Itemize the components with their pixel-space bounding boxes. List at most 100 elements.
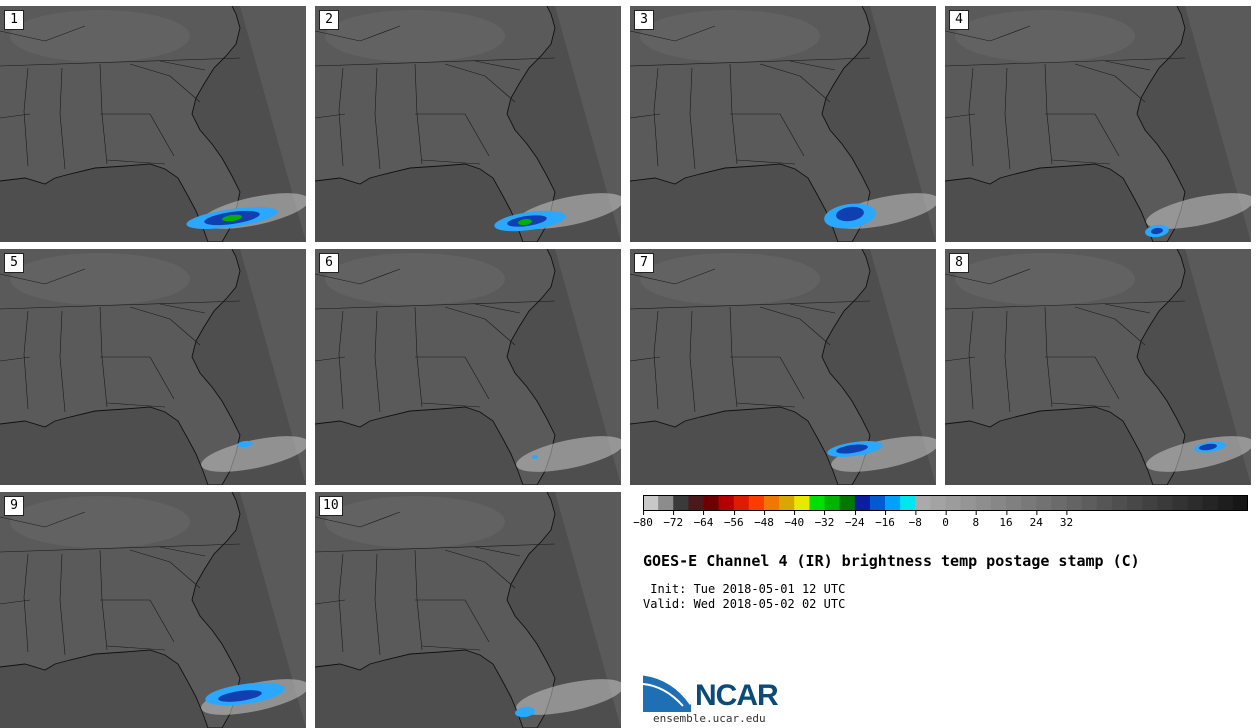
state-border [759, 306, 831, 346]
state-border [653, 310, 659, 410]
colorbar [643, 495, 1248, 511]
state-border [630, 25, 716, 42]
colorbar-swatch [839, 495, 856, 511]
state-border [630, 113, 661, 119]
state-border [374, 553, 381, 656]
state-border [945, 268, 1031, 285]
terrain-shade [10, 496, 190, 548]
satellite-map [315, 249, 621, 485]
state-border [23, 553, 29, 653]
state-border [59, 67, 66, 170]
satellite-map [945, 6, 1251, 242]
state-border [1004, 310, 1011, 413]
colorbar-tick-label: −24 [844, 511, 865, 529]
state-border [149, 113, 175, 157]
colorbar-tick-labels: −80 −72 −64 −56 −48 −40 −32 −24 −16 −8 0 8 16 24 32 [633, 511, 1253, 532]
state-border [338, 310, 344, 410]
colorbar-tick-label: 16 [999, 511, 1013, 529]
state-border [0, 599, 31, 605]
colorbar-swatch [794, 495, 810, 511]
panel-number: 1 [4, 10, 24, 30]
state-border [444, 549, 516, 589]
state-border [315, 543, 556, 553]
map-panel-4: 4 [945, 6, 1251, 242]
map-panel-7: 7 [630, 249, 936, 485]
state-border [945, 356, 976, 362]
map-panel-8: 8 [945, 249, 1251, 485]
state-border [945, 57, 1186, 67]
state-border [0, 511, 86, 528]
terrain-shade [325, 253, 505, 305]
panel-number: 10 [319, 496, 343, 516]
colorbar-swatch [975, 495, 992, 511]
ocean [315, 6, 621, 242]
colorbar-swatch [673, 495, 689, 511]
state-border [315, 599, 346, 605]
state-border [59, 310, 66, 413]
colorbar-swatch [688, 495, 705, 511]
state-border [315, 300, 556, 310]
colorbar-tick-label: −8 [908, 511, 922, 529]
colorbar-border [643, 495, 1248, 511]
state-border [315, 511, 401, 528]
terrain-shade [325, 10, 505, 62]
colorbar-swatch [658, 495, 674, 511]
terrain-shade [10, 10, 190, 62]
terrain-shade [325, 496, 505, 548]
colorbar-tick-label: 8 [972, 511, 980, 529]
cold-cloud-top [237, 440, 253, 448]
cloud-shield [831, 436, 936, 472]
state-border [789, 60, 836, 71]
state-border [159, 303, 206, 314]
state-border [945, 300, 1186, 310]
state-border [23, 310, 29, 410]
logo-text: NCAR [695, 679, 779, 712]
state-border [106, 159, 166, 165]
state-border [129, 549, 201, 589]
state-border [474, 303, 521, 314]
state-border [59, 553, 66, 656]
terrain-shade [955, 253, 1135, 305]
state-border [1094, 356, 1120, 400]
terrain-shade [640, 253, 820, 305]
init-time: Init: Tue 2018-05-01 12 UTC [643, 582, 846, 596]
valid-time: Valid: Wed 2018-05-02 02 UTC [643, 597, 846, 611]
map-panel-6: 6 [315, 249, 621, 485]
ncar-logo[interactable]: NCAR ensemble.ucar.edu [643, 672, 803, 728]
colorbar-tick-label: −64 [693, 511, 714, 529]
colorbar-swatch [885, 495, 901, 511]
cloud-shield [1146, 193, 1251, 229]
cold-cloud-top [836, 206, 864, 222]
cloud-shield [516, 436, 621, 472]
state-border [630, 57, 871, 67]
state-border [630, 268, 716, 285]
ocean [315, 249, 621, 485]
logo-url[interactable]: ensemble.ucar.edu [653, 712, 766, 725]
colorbar-tick-label: −56 [723, 511, 744, 529]
state-border [0, 356, 31, 362]
state-border [0, 113, 31, 119]
colorbar-tick-label: −16 [875, 511, 895, 529]
state-border [968, 67, 974, 167]
state-border [1051, 159, 1111, 165]
map-panel-5: 5 [0, 249, 306, 485]
cold-cloud-top [836, 444, 868, 454]
state-border [106, 402, 166, 408]
colorbar-tick-label: −32 [814, 511, 835, 529]
cloud-shield [516, 679, 621, 715]
colorbar-swatch [945, 495, 962, 511]
terrain-shade [10, 253, 190, 305]
state-border [149, 599, 175, 643]
colorbar-swatch [1036, 495, 1052, 511]
ocean [945, 6, 1251, 242]
colorbar-swatch [1096, 495, 1113, 511]
state-border [1074, 63, 1146, 103]
panel-number: 7 [634, 253, 654, 273]
terrain-shade [640, 10, 820, 62]
state-border [106, 645, 166, 651]
satellite-map [0, 6, 306, 242]
state-border [1104, 303, 1151, 314]
colorbar-swatch [1066, 495, 1083, 511]
state-border [474, 546, 521, 557]
state-border [421, 402, 481, 408]
